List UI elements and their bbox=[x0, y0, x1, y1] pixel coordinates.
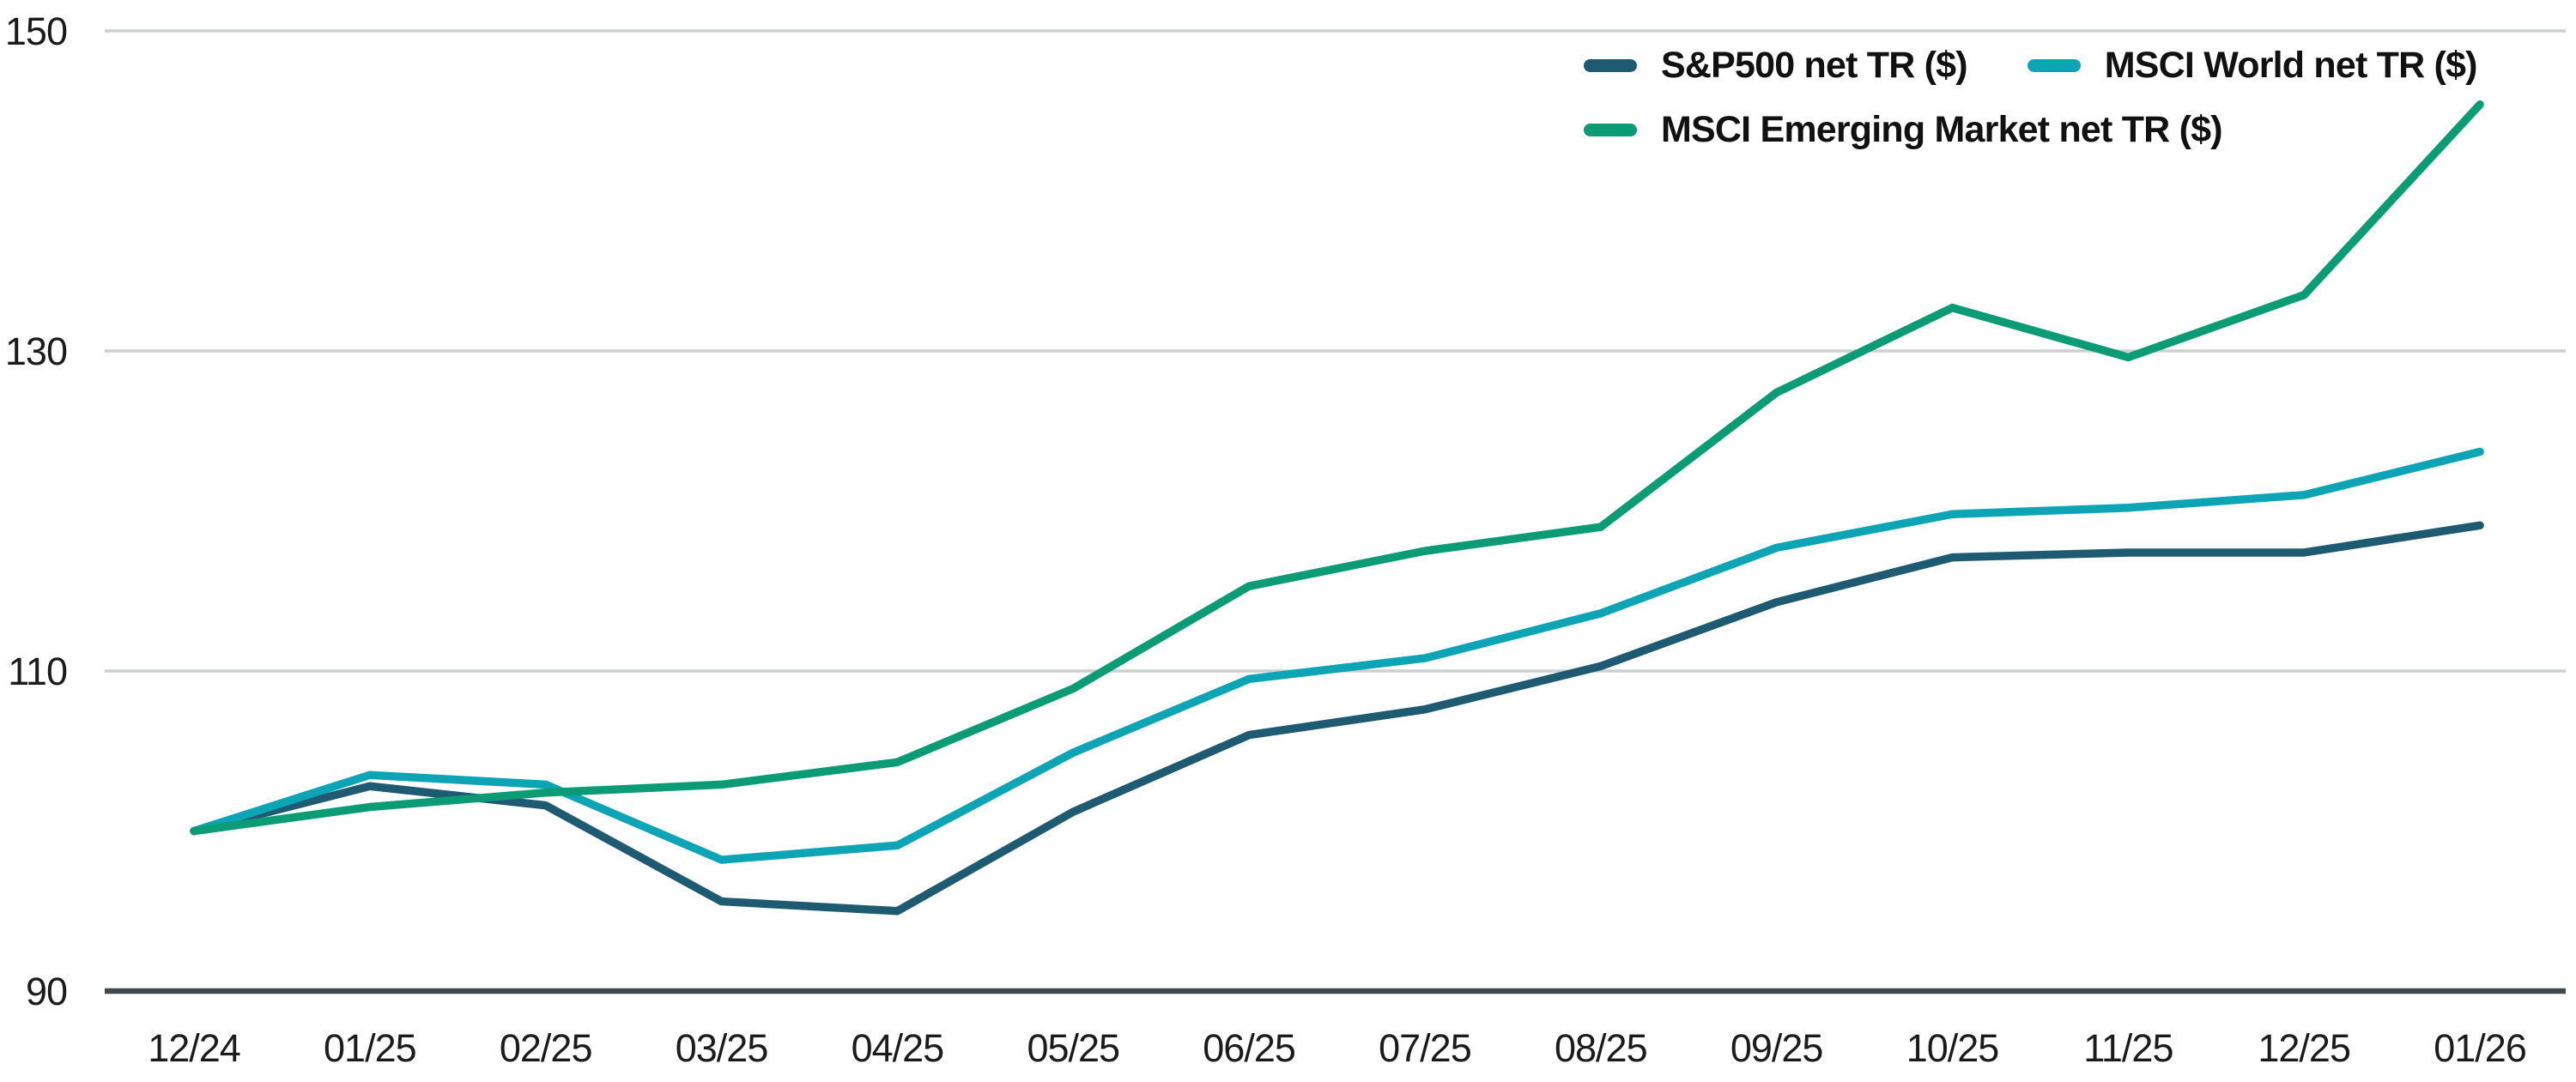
x-tick-12-24: 12/24 bbox=[148, 1026, 240, 1070]
x-tick-06-25: 06/25 bbox=[1203, 1026, 1295, 1070]
legend-label-sp500: S&P500 net TR ($) bbox=[1661, 45, 1968, 86]
legend-row-2: MSCI Emerging Market net TR ($) bbox=[1584, 109, 2477, 151]
sp500-swatch-icon bbox=[1584, 59, 1637, 72]
legend-item-msci-world: MSCI World net TR ($) bbox=[2027, 45, 2477, 87]
x-tick-02-25: 02/25 bbox=[500, 1026, 592, 1070]
legend-item-msci-em: MSCI Emerging Market net TR ($) bbox=[1584, 109, 2223, 151]
x-tick-04-25: 04/25 bbox=[852, 1026, 944, 1070]
series-lines bbox=[190, 100, 2484, 916]
series-line-2 bbox=[190, 100, 2484, 836]
msci-em-swatch-icon bbox=[1584, 124, 1637, 136]
series-line-0 bbox=[190, 521, 2484, 916]
legend-label-msci-world: MSCI World net TR ($) bbox=[2104, 45, 2478, 86]
x-tick-01-25: 01/25 bbox=[324, 1026, 416, 1070]
series-line-1 bbox=[190, 447, 2484, 864]
msci-world-swatch-icon bbox=[2027, 59, 2081, 72]
x-tick-05-25: 05/25 bbox=[1027, 1026, 1119, 1070]
chart-legend: S&P500 net TR ($) MSCI World net TR ($) … bbox=[1584, 45, 2477, 151]
x-tick-12-25: 12/25 bbox=[2258, 1026, 2350, 1070]
x-tick-11-25: 11/25 bbox=[2083, 1026, 2173, 1070]
y-tick-130: 130 bbox=[5, 329, 67, 373]
y-axis-tick-labels: 90 110 130 150 bbox=[5, 9, 68, 1013]
x-tick-10-25: 10/25 bbox=[1906, 1026, 1999, 1070]
x-tick-09-25: 09/25 bbox=[1730, 1026, 1823, 1070]
y-tick-110: 110 bbox=[8, 650, 67, 693]
x-tick-01-26: 01/26 bbox=[2434, 1026, 2526, 1070]
x-tick-03-25: 03/25 bbox=[676, 1026, 768, 1070]
y-tick-90: 90 bbox=[26, 970, 67, 1013]
x-tick-07-25: 07/25 bbox=[1379, 1026, 1471, 1070]
x-tick-08-25: 08/25 bbox=[1555, 1026, 1647, 1070]
legend-label-msci-em: MSCI Emerging Market net TR ($) bbox=[1661, 109, 2223, 150]
x-axis-tick-labels: 12/24 01/25 02/25 03/25 04/25 05/25 06/25 07/25… bbox=[148, 1026, 2527, 1070]
legend-item-sp500: S&P500 net TR ($) bbox=[1584, 45, 1968, 87]
y-tick-150: 150 bbox=[5, 9, 67, 53]
legend-row-1: S&P500 net TR ($) MSCI World net TR ($) bbox=[1584, 45, 2477, 87]
